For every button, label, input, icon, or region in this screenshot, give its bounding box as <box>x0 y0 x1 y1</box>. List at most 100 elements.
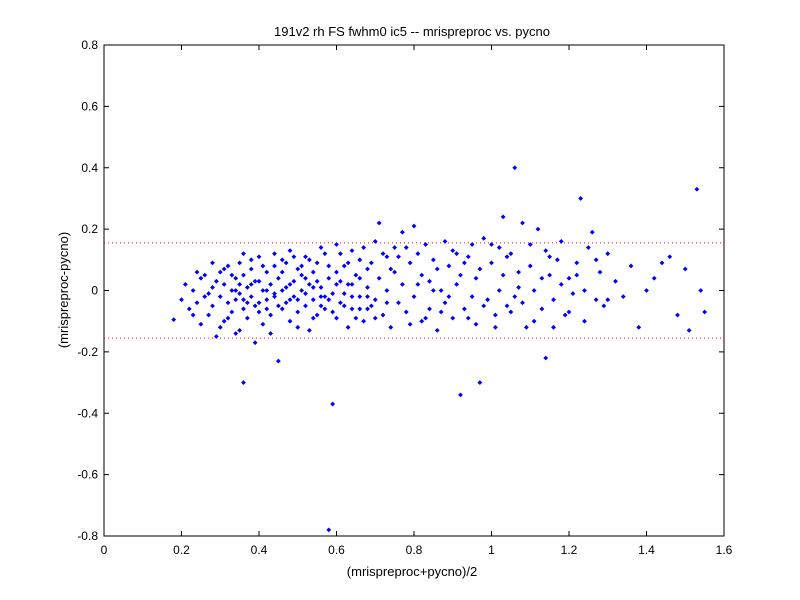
data-point <box>570 291 576 296</box>
x-tick-label: 0.8 <box>406 543 423 557</box>
x-axis-ticks: 0 0.2 0.4 0.6 0.8 1 1.2 1.4 1.6 <box>101 45 733 557</box>
data-point <box>403 309 409 315</box>
data-point <box>651 275 657 281</box>
data-point <box>392 269 398 275</box>
data-point <box>241 297 246 303</box>
data-point <box>229 272 235 278</box>
data-point <box>547 254 553 260</box>
data-point <box>601 303 607 309</box>
x-tick-label: 0.6 <box>328 543 345 557</box>
data-point <box>322 306 328 312</box>
data-point <box>334 269 339 275</box>
data-point <box>520 300 525 306</box>
data-point <box>306 257 312 263</box>
data-point <box>357 306 363 312</box>
data-point <box>551 297 556 303</box>
data-point <box>461 306 467 312</box>
data-point <box>365 306 370 312</box>
data-point <box>353 272 359 278</box>
data-point <box>361 318 367 324</box>
data-point <box>244 300 250 306</box>
data-point <box>527 263 533 269</box>
data-point <box>295 297 301 303</box>
data-point <box>318 303 324 309</box>
data-point <box>597 269 603 275</box>
data-point <box>368 260 374 266</box>
data-point <box>295 324 301 330</box>
data-point <box>539 306 545 312</box>
data-point <box>287 297 293 303</box>
data-point <box>221 266 227 272</box>
data-point <box>275 303 281 309</box>
data-point <box>326 527 332 533</box>
data-point <box>275 358 281 364</box>
data-point <box>303 291 308 296</box>
data-point <box>434 327 440 333</box>
data-point <box>318 285 324 290</box>
data-point <box>473 275 479 281</box>
data-point <box>318 294 324 300</box>
y-tick-label: 0 <box>91 284 98 298</box>
data-point <box>388 324 394 330</box>
data-point <box>330 401 336 407</box>
data-point <box>427 306 432 312</box>
data-point <box>419 318 425 324</box>
data-point <box>295 309 301 315</box>
data-point <box>256 278 262 284</box>
data-point <box>272 294 277 300</box>
data-point <box>206 291 212 296</box>
y-axis-label: (mrispreproc-pycno) <box>56 232 71 348</box>
data-point <box>407 260 413 266</box>
data-point <box>392 245 398 250</box>
data-point <box>582 318 587 324</box>
data-point <box>337 300 343 306</box>
data-point <box>372 297 378 303</box>
data-point <box>272 251 277 257</box>
data-point <box>357 275 363 281</box>
data-point <box>446 294 452 300</box>
data-point <box>349 294 355 300</box>
data-point <box>523 324 529 330</box>
data-point <box>574 260 580 266</box>
data-point <box>675 312 680 318</box>
data-point <box>322 251 328 257</box>
data-point <box>446 263 452 269</box>
data-point <box>229 309 235 315</box>
data-point <box>527 242 533 247</box>
data-point <box>454 251 460 257</box>
data-point <box>430 257 436 263</box>
data-point <box>287 248 293 254</box>
x-tick-label: 0.4 <box>251 543 268 557</box>
data-point <box>279 269 285 275</box>
data-point <box>659 260 665 266</box>
x-tick-label: 1.2 <box>561 543 578 557</box>
data-point <box>667 254 673 260</box>
data-point <box>318 245 324 250</box>
data-point <box>589 229 595 235</box>
data-point <box>260 263 266 269</box>
data-point <box>566 275 572 281</box>
data-point <box>636 324 642 330</box>
data-point <box>473 321 479 327</box>
data-point <box>202 294 208 300</box>
data-point <box>337 251 343 257</box>
data-point <box>558 239 564 244</box>
data-point <box>233 331 239 336</box>
data-point <box>299 263 305 269</box>
data-point <box>450 248 456 254</box>
data-point <box>411 223 417 229</box>
data-point <box>334 281 339 287</box>
data-point <box>179 297 184 303</box>
data-point <box>272 291 277 296</box>
data-point <box>508 251 514 257</box>
data-point <box>430 288 436 293</box>
data-point <box>326 263 332 269</box>
data-point <box>644 288 649 293</box>
data-point <box>500 214 506 220</box>
data-point <box>190 312 196 318</box>
data-point <box>481 235 487 241</box>
data-point <box>194 300 200 306</box>
data-point <box>345 260 351 266</box>
data-point <box>698 288 704 293</box>
data-point <box>349 248 355 254</box>
